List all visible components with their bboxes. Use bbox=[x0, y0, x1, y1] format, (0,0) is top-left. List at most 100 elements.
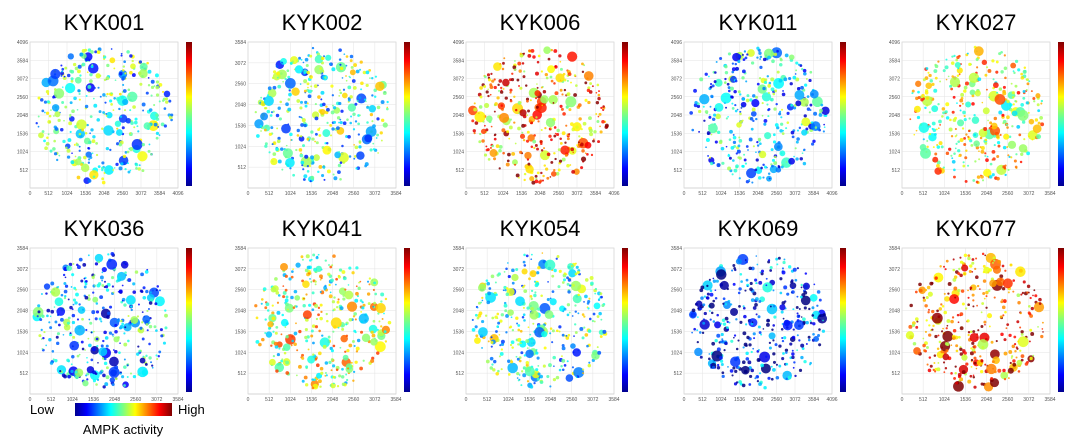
cell-dot bbox=[530, 270, 537, 277]
cell-dot bbox=[786, 293, 789, 296]
cell-dot bbox=[1015, 153, 1017, 155]
cell-dot bbox=[498, 90, 500, 92]
cell-dot bbox=[572, 151, 574, 153]
cell-dot bbox=[757, 83, 760, 86]
cell-dot bbox=[808, 79, 811, 82]
cell-dot bbox=[53, 140, 56, 143]
cell-dot bbox=[159, 289, 161, 291]
cell-dot bbox=[716, 61, 718, 63]
cell-dot bbox=[719, 356, 723, 360]
cell-dot bbox=[373, 320, 376, 323]
cell-dot bbox=[284, 352, 287, 355]
cell-dot bbox=[594, 321, 596, 323]
colorbar bbox=[186, 248, 192, 392]
cell-dot bbox=[146, 310, 148, 312]
cell-dot bbox=[751, 351, 753, 353]
cell-dot bbox=[803, 72, 807, 76]
cell-dot bbox=[799, 127, 801, 129]
cell-dot bbox=[300, 101, 303, 104]
cell-dot bbox=[1019, 350, 1021, 352]
cell-dot bbox=[522, 268, 528, 274]
cell-dot bbox=[489, 83, 492, 86]
cell-dot bbox=[959, 99, 963, 103]
cell-dot bbox=[317, 171, 319, 173]
cell-dot bbox=[485, 293, 488, 296]
cell-dot bbox=[296, 374, 298, 376]
cell-dot bbox=[523, 75, 526, 78]
cell-dot bbox=[360, 311, 362, 313]
cell-dot bbox=[511, 78, 514, 81]
cell-dot bbox=[87, 366, 94, 373]
cell-dot bbox=[118, 108, 120, 110]
cell-dot bbox=[770, 77, 774, 81]
cell-dot bbox=[129, 147, 133, 151]
x-tick-label: 1024 bbox=[285, 191, 296, 197]
x-tick-label: 1024 bbox=[939, 397, 950, 403]
cell-dot bbox=[970, 351, 974, 355]
cell-dot bbox=[565, 125, 567, 127]
cell-dot bbox=[369, 105, 376, 112]
cell-dot bbox=[532, 55, 535, 58]
cell-dot bbox=[342, 93, 348, 99]
cell-dot bbox=[376, 303, 386, 313]
cell-dot bbox=[40, 98, 44, 102]
cell-dot bbox=[1026, 78, 1029, 81]
cell-dot bbox=[1033, 289, 1035, 291]
cell-dot bbox=[599, 113, 602, 116]
x-tick-label: 1024 bbox=[715, 397, 726, 403]
cell-dot bbox=[122, 84, 124, 86]
cell-dot bbox=[710, 318, 712, 320]
cell-dot bbox=[336, 126, 340, 130]
cell-dot bbox=[77, 89, 80, 92]
y-tick-label: 3072 bbox=[17, 77, 28, 83]
cell-dot bbox=[993, 78, 995, 80]
cell-dot bbox=[696, 329, 698, 331]
cell-dot bbox=[769, 332, 776, 339]
cell-dot bbox=[385, 340, 387, 342]
cell-dot bbox=[735, 164, 739, 168]
cell-dot bbox=[769, 346, 772, 349]
cell-dot bbox=[750, 282, 753, 285]
cell-dot bbox=[939, 341, 942, 344]
cell-dot bbox=[922, 344, 926, 348]
cell-dot bbox=[79, 99, 81, 101]
y-tick-label: 2560 bbox=[453, 288, 464, 294]
cell-dot bbox=[791, 352, 794, 355]
cell-dot bbox=[547, 281, 549, 283]
cell-dot bbox=[756, 158, 759, 161]
cell-dot bbox=[121, 261, 129, 269]
cell-dot bbox=[491, 80, 494, 83]
cell-dot bbox=[723, 349, 725, 351]
cell-dot bbox=[63, 120, 65, 122]
y-tick-label: 1536 bbox=[235, 123, 246, 129]
cell-dot bbox=[719, 140, 722, 143]
cell-dot bbox=[275, 332, 278, 335]
cell-dot bbox=[545, 310, 554, 319]
cell-dot bbox=[706, 138, 710, 142]
cell-dot bbox=[956, 134, 958, 136]
cell-dot bbox=[771, 165, 774, 168]
cell-dot bbox=[551, 275, 554, 278]
cell-dot bbox=[138, 167, 141, 170]
cell-dot bbox=[534, 281, 536, 283]
cell-dot bbox=[486, 115, 493, 122]
cell-dot bbox=[515, 317, 518, 320]
cell-dot bbox=[819, 109, 823, 113]
cell-dot bbox=[772, 339, 774, 341]
cell-dot bbox=[69, 341, 79, 351]
cell-dot bbox=[78, 303, 80, 305]
cell-dot bbox=[960, 138, 964, 142]
cell-dot bbox=[782, 261, 785, 264]
cell-dot bbox=[759, 142, 762, 145]
cell-dot bbox=[803, 360, 806, 363]
cell-dot bbox=[139, 327, 142, 330]
cell-dot bbox=[773, 361, 776, 364]
cell-dot bbox=[309, 278, 311, 280]
cell-dot bbox=[1003, 278, 1013, 288]
cell-dot bbox=[56, 342, 59, 345]
cell-dot bbox=[101, 280, 103, 282]
cell-dot bbox=[73, 63, 76, 66]
cell-dot bbox=[486, 279, 489, 282]
cell-dot bbox=[817, 334, 820, 337]
cell-dot bbox=[797, 129, 799, 131]
